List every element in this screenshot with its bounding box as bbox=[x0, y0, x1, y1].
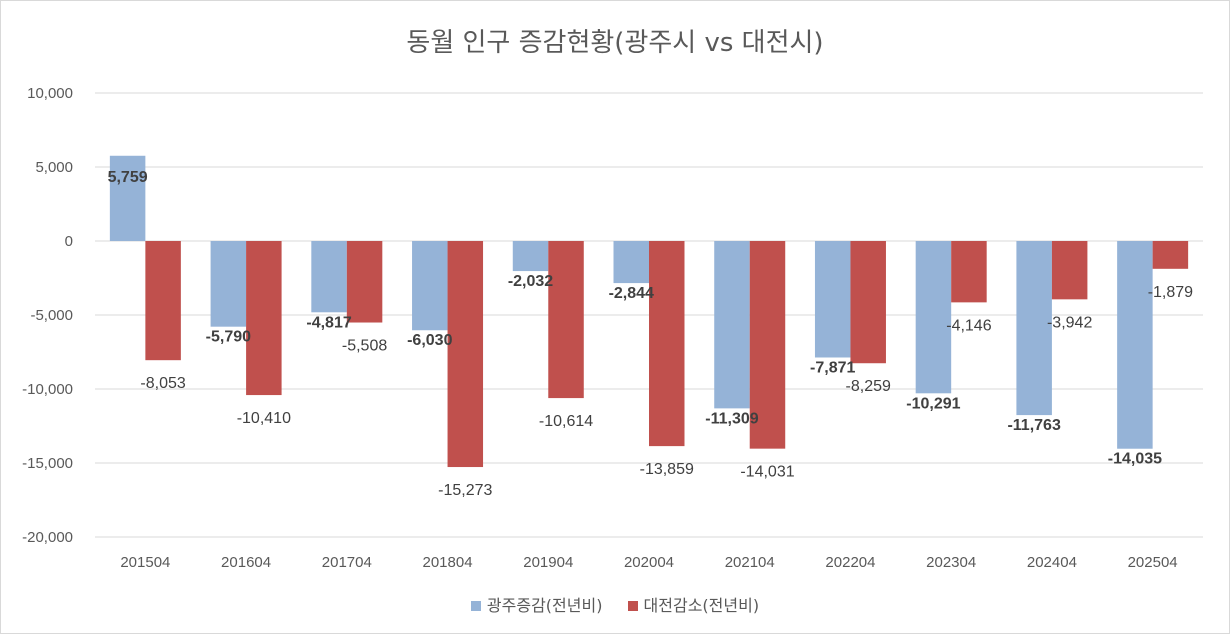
data-label-gwangju: -14,035 bbox=[1108, 451, 1162, 468]
bar-daejeon bbox=[951, 241, 987, 303]
bar-daejeon bbox=[548, 241, 584, 399]
bar-gwangju bbox=[1117, 241, 1153, 449]
bar-gwangju bbox=[814, 241, 851, 358]
data-label-daejeon: -4,146 bbox=[946, 317, 991, 334]
data-label-daejeon: -10,410 bbox=[237, 410, 291, 427]
data-label-gwangju: -10,291 bbox=[906, 395, 960, 412]
bar-gwangju bbox=[1016, 241, 1052, 416]
x-tick-label: 202404 bbox=[1027, 554, 1077, 571]
data-label-gwangju: -11,763 bbox=[1007, 417, 1060, 434]
data-label-daejeon: -14,031 bbox=[740, 464, 794, 481]
bar-gwangju bbox=[613, 241, 649, 284]
bar-daejeon bbox=[246, 241, 282, 396]
y-tick-label: -15,000 bbox=[22, 455, 73, 472]
data-label-gwangju: -4,817 bbox=[306, 314, 351, 331]
bar-daejeon bbox=[649, 241, 685, 447]
data-label-gwangju: -6,030 bbox=[407, 332, 452, 349]
bar-daejeon bbox=[145, 241, 181, 361]
legend-label-gwangju: 광주증감(전년비) bbox=[486, 596, 603, 615]
data-label-gwangju: 5,759 bbox=[108, 169, 148, 186]
y-tick-label: 0 bbox=[65, 233, 73, 250]
y-tick-label: -5,000 bbox=[30, 307, 73, 324]
bar-gwangju bbox=[915, 241, 952, 394]
bar-gwangju bbox=[210, 241, 247, 327]
data-label-daejeon: -5,508 bbox=[342, 338, 387, 355]
x-tick-label: 202004 bbox=[624, 554, 674, 571]
bar-daejeon bbox=[749, 241, 786, 449]
legend-item-daejeon: 대전감소(전년비) bbox=[627, 592, 760, 616]
data-label-gwangju: -7,871 bbox=[810, 359, 855, 376]
x-tick-label: 201704 bbox=[322, 554, 372, 571]
x-tick-label: 201804 bbox=[423, 554, 473, 571]
legend: 광주증감(전년비) 대전감소(전년비) bbox=[0, 592, 1230, 616]
bar-daejeon bbox=[850, 241, 886, 364]
data-label-daejeon: -1,879 bbox=[1148, 284, 1193, 301]
data-label-daejeon: -8,259 bbox=[846, 378, 891, 395]
x-tick-label: 201604 bbox=[221, 554, 271, 571]
bar-gwangju bbox=[714, 241, 750, 409]
legend-item-gwangju: 광주증감(전년비) bbox=[470, 592, 603, 616]
x-tick-label: 202104 bbox=[725, 554, 775, 571]
legend-swatch-gwangju bbox=[470, 601, 481, 611]
legend-label-daejeon: 대전감소(전년비) bbox=[643, 596, 760, 615]
x-tick-label: 202304 bbox=[926, 554, 976, 571]
x-tick-label: 201904 bbox=[523, 554, 573, 571]
bar-gwangju bbox=[512, 241, 549, 272]
bar-daejeon bbox=[346, 241, 383, 323]
y-tick-label: 10,000 bbox=[27, 85, 73, 102]
data-label-daejeon: -3,942 bbox=[1047, 314, 1092, 331]
bar-daejeon bbox=[1051, 241, 1088, 300]
y-tick-label: 5,000 bbox=[35, 159, 73, 176]
chart-title: 동월 인구 증감현황(광주시 vs 대전시) bbox=[406, 28, 824, 58]
x-tick-label: 202504 bbox=[1128, 554, 1178, 571]
bar-gwangju bbox=[412, 241, 448, 331]
bar-gwangju bbox=[311, 241, 347, 313]
bar-gwangju bbox=[109, 155, 146, 241]
legend-swatch-daejeon bbox=[627, 601, 638, 611]
data-label-gwangju: -5,790 bbox=[206, 329, 251, 346]
data-label-daejeon: -13,859 bbox=[640, 461, 694, 478]
data-label-gwangju: -2,844 bbox=[609, 285, 654, 302]
data-label-gwangju: -11,309 bbox=[705, 410, 758, 427]
y-tick-label: -20,000 bbox=[22, 529, 73, 546]
x-tick-label: 202204 bbox=[825, 554, 875, 571]
x-tick-label: 201504 bbox=[120, 554, 170, 571]
bar-daejeon bbox=[447, 241, 484, 468]
y-tick-label: -10,000 bbox=[22, 381, 73, 398]
data-label-daejeon: -15,273 bbox=[438, 482, 492, 499]
bar-daejeon bbox=[1152, 241, 1189, 269]
data-label-daejeon: -10,614 bbox=[539, 413, 593, 430]
data-label-daejeon: -8,053 bbox=[140, 375, 185, 392]
data-label-gwangju: -2,032 bbox=[508, 273, 553, 290]
